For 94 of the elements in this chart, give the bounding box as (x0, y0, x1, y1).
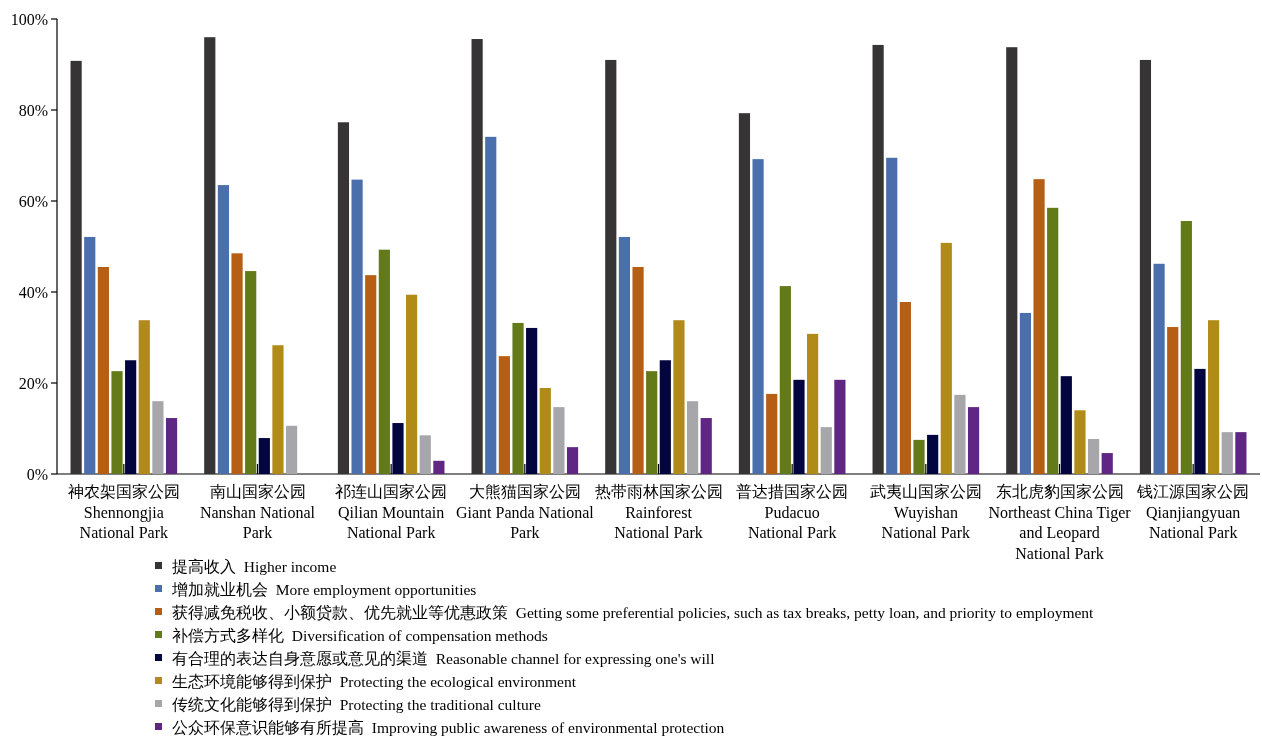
legend-label: 补偿方式多样化 Diversification of compensation methods (172, 627, 548, 644)
bar (927, 434, 939, 474)
bar (378, 249, 390, 474)
bar (646, 371, 658, 474)
bar (1006, 47, 1018, 474)
bar (820, 427, 832, 474)
bar (967, 407, 980, 474)
x-tick-label: 大熊猫国家公园 Giant Panda National Park (455, 483, 595, 541)
x-tick-label: 东北虎豹国家公园 Northeast China Tiger and Leopard National Park (988, 483, 1132, 562)
bar (1060, 376, 1072, 474)
bar (485, 136, 497, 474)
y-tick-label: 80% (18, 102, 48, 119)
bar (125, 360, 137, 474)
bar (872, 44, 884, 474)
x-tick-label: 钱江源国家公园 Qianjiangyuan National Park (1136, 483, 1250, 541)
bar (673, 320, 685, 474)
bar (553, 407, 565, 474)
bar (1139, 59, 1152, 474)
bar (1033, 179, 1045, 474)
bar (954, 394, 966, 474)
bar (1167, 327, 1179, 474)
bar (618, 236, 630, 474)
legend-label: 生态环境能够得到保护 Protecting the ecological environment (172, 673, 577, 690)
bar (498, 356, 510, 474)
bar (471, 39, 483, 474)
bar (1074, 410, 1086, 474)
bar (779, 286, 791, 474)
bar (793, 379, 805, 474)
bar (526, 327, 538, 474)
x-tick-label: 武夷山国家公园 Wuyishan National Park (869, 483, 982, 541)
legend-label: 提高收入 Higher income (172, 558, 337, 575)
bar (272, 345, 284, 474)
x-tick-label: 热带雨林国家公园 Rainforest National Park (594, 483, 723, 541)
bar (1208, 320, 1220, 474)
legend-label: 传统文化能够得到保护 Protecting the traditional culture (172, 696, 541, 713)
bar (659, 360, 671, 474)
legend-label: 有合理的表达自身意愿或意见的渠道 Reasonable channel for expressing one's will (172, 650, 715, 667)
bar (152, 401, 164, 474)
bar (605, 59, 617, 474)
x-tick-label: 南山国家公园 Nanshan National Park (199, 483, 316, 541)
bar (406, 294, 418, 474)
bar (231, 253, 243, 474)
bar (886, 157, 898, 474)
bar (1194, 368, 1206, 474)
bar (111, 371, 123, 474)
bar (258, 438, 270, 474)
y-tick-label: 100% (10, 11, 48, 28)
bar (913, 439, 925, 474)
bar (392, 423, 404, 474)
bar (217, 185, 229, 474)
y-tick-label: 60% (18, 193, 48, 210)
bar (1088, 438, 1100, 474)
bar (70, 60, 82, 474)
x-tick-label: 普达措国家公园 Pudacuo National Park (736, 483, 849, 541)
bar (1235, 432, 1247, 474)
bar (1180, 221, 1192, 474)
bar (539, 388, 551, 474)
bar (204, 37, 216, 474)
bar (365, 275, 377, 474)
bar (899, 302, 911, 474)
bar (687, 401, 699, 474)
bar (834, 379, 846, 474)
bar (433, 460, 445, 474)
bar (566, 447, 579, 474)
bar (286, 425, 298, 474)
bar (1047, 207, 1059, 474)
bar (165, 418, 178, 474)
bar (337, 122, 350, 474)
bar (940, 242, 952, 474)
bar (245, 271, 257, 474)
bar (700, 418, 712, 474)
bar (1019, 312, 1032, 474)
x-tick-label: 神农架国家公园 Shennongjia National Park (67, 483, 180, 541)
bar (738, 113, 751, 474)
bar (1153, 263, 1165, 474)
bar (766, 393, 778, 474)
y-tick-label: 40% (18, 284, 48, 301)
bar (419, 435, 431, 474)
bar (138, 320, 150, 474)
bar (351, 179, 363, 474)
bar (752, 159, 764, 474)
y-tick-label: 20% (18, 375, 48, 392)
bar (1101, 453, 1113, 474)
bar (97, 266, 109, 474)
legend-label: 增加就业机会 More employment opportunities (171, 581, 477, 598)
bar (84, 236, 96, 474)
bar (1221, 432, 1233, 474)
x-tick-label: 祁连山国家公园 Qilian Mountain National Park (335, 483, 448, 541)
bar (632, 266, 644, 474)
legend-label: 公众环保意识能够有所提高 Improving public awareness of environmental protection (172, 719, 725, 736)
legend-label: 获得减免税收、小额贷款、优先就业等优惠政策 Getting some preferential policies, such as tax breaks, petty loan, and priority to employment (172, 604, 1095, 621)
bar (512, 322, 524, 474)
bar (807, 333, 819, 474)
y-tick-label: 0% (26, 466, 48, 483)
